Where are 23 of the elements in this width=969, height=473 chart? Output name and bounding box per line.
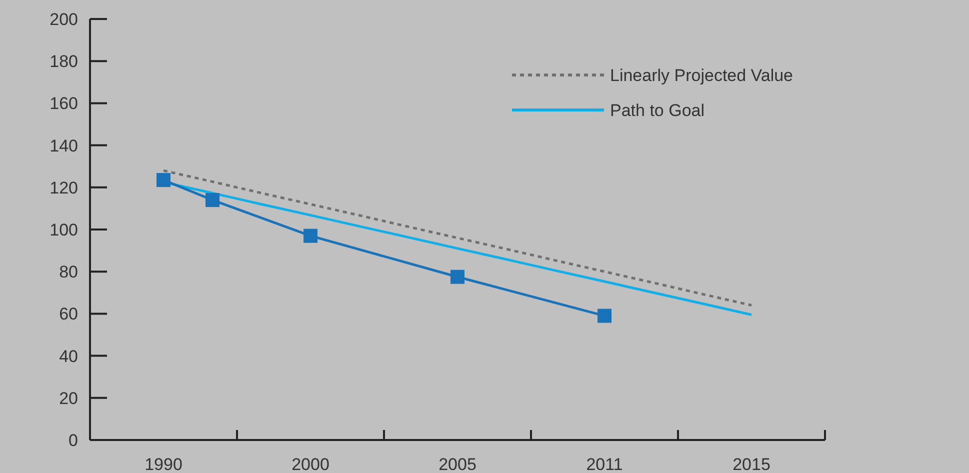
y-tick-label: 160 xyxy=(50,94,78,114)
x-tick-label: 2005 xyxy=(438,455,476,473)
point xyxy=(206,193,220,208)
y-tick-label: 180 xyxy=(50,52,78,72)
x-tick-label: 1990 xyxy=(144,455,182,473)
point xyxy=(450,270,464,284)
y-tick-label: 120 xyxy=(50,178,78,198)
y-tick-label: 200 xyxy=(50,10,78,29)
y-tick-label: 40 xyxy=(59,346,78,366)
point xyxy=(304,228,318,243)
point xyxy=(598,308,612,323)
point xyxy=(156,173,170,188)
y-tick-label: 0 xyxy=(68,430,78,450)
y-tick-label: 20 xyxy=(59,388,78,408)
legend-label: Path to Goal xyxy=(610,100,705,120)
x-tick-label: 2000 xyxy=(292,455,330,473)
legend-label: Linearly Projected Value xyxy=(610,66,794,85)
y-tick-label: 60 xyxy=(59,304,78,324)
y-tick-label: 100 xyxy=(50,220,78,240)
x-tick-label: 2011 xyxy=(586,455,623,473)
y-tick-label: 140 xyxy=(50,136,78,156)
x-tick-label: 2015 xyxy=(732,455,770,473)
y-tick-label: 80 xyxy=(59,262,78,282)
